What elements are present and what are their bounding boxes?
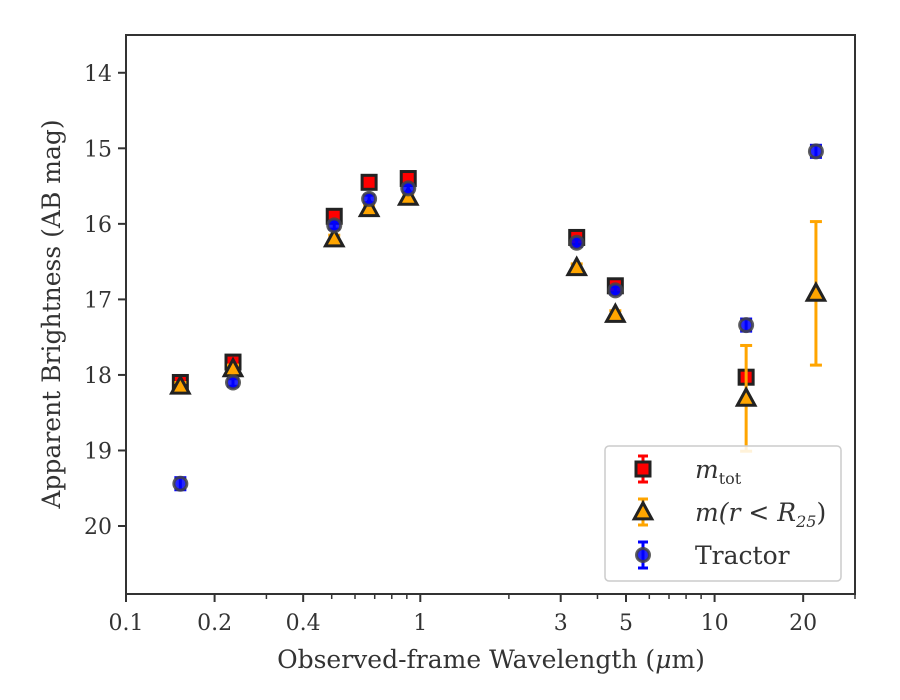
legend-marker-square bbox=[634, 460, 652, 478]
y-tick-label: 18 bbox=[84, 364, 112, 389]
legend-marker-circle bbox=[635, 547, 651, 563]
y-tick-label: 17 bbox=[84, 288, 112, 313]
legend-entry: mtot bbox=[634, 454, 742, 488]
series-square bbox=[171, 170, 755, 391]
x-tick-label: 3 bbox=[554, 611, 568, 636]
data-point-circle bbox=[607, 282, 624, 299]
legend-entry: m(r < R25) bbox=[631, 497, 826, 531]
data-point-circle bbox=[568, 234, 585, 251]
data-point-triangle bbox=[734, 386, 758, 407]
data-point-triangle bbox=[604, 302, 627, 323]
data-point-square bbox=[360, 173, 378, 191]
x-tick-label: 10 bbox=[701, 611, 729, 636]
legend-marker-triangle bbox=[631, 499, 655, 521]
chart-marks bbox=[169, 143, 828, 492]
y-tick-label: 20 bbox=[84, 515, 112, 540]
legend-entry: Tractor bbox=[635, 540, 790, 570]
data-point-triangle bbox=[169, 373, 192, 395]
x-tick-label: 0.2 bbox=[197, 611, 232, 636]
y-tick-label: 14 bbox=[84, 62, 112, 87]
x-tick-label: 0.1 bbox=[109, 611, 144, 636]
y-tick-label: 16 bbox=[84, 213, 112, 238]
data-point-circle bbox=[400, 180, 417, 197]
data-point-circle bbox=[738, 317, 755, 334]
data-point-triangle bbox=[804, 281, 828, 302]
plot-frame bbox=[125, 34, 856, 595]
legend: mtot m(r < R25) Tractor bbox=[604, 445, 842, 582]
data-point-triangle bbox=[322, 226, 346, 248]
chart-axes: 0.1 0.2 0.4 1 3 5 10 20 14 15 16 17 18 19 20 bbox=[84, 34, 856, 636]
legend-box bbox=[604, 445, 842, 582]
data-point-circle bbox=[807, 143, 824, 160]
series-circle bbox=[172, 143, 824, 492]
data-point-triangle bbox=[565, 255, 589, 277]
legend-label: Tractor bbox=[695, 541, 790, 570]
y-tick-label: 19 bbox=[84, 439, 112, 464]
data-point-triangle bbox=[357, 196, 381, 218]
legend-label: mtot bbox=[695, 455, 742, 488]
data-point-circle bbox=[225, 374, 242, 391]
series-triangle bbox=[169, 185, 828, 453]
legend-label: m(r < R25) bbox=[695, 498, 826, 531]
data-point-circle bbox=[361, 190, 378, 207]
chart-labels: Observed-frame Wavelength (μm) Apparent … bbox=[37, 119, 705, 674]
y-axis-label: Apparent Brightness (AB mag) bbox=[37, 119, 66, 509]
data-point-circle bbox=[172, 475, 189, 492]
x-tick-label: 0.4 bbox=[286, 611, 321, 636]
x-tick-label: 1 bbox=[413, 611, 427, 636]
x-tick-label: 20 bbox=[789, 611, 817, 636]
y-tick-label: 15 bbox=[84, 137, 112, 162]
data-point-circle bbox=[326, 217, 343, 234]
x-axis-label: Observed-frame Wavelength (μm) bbox=[277, 645, 705, 674]
x-tick-label: 5 bbox=[619, 611, 633, 636]
